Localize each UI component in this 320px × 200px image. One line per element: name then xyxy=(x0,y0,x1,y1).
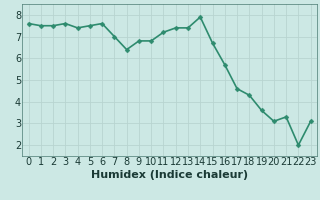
X-axis label: Humidex (Indice chaleur): Humidex (Indice chaleur) xyxy=(91,170,248,180)
